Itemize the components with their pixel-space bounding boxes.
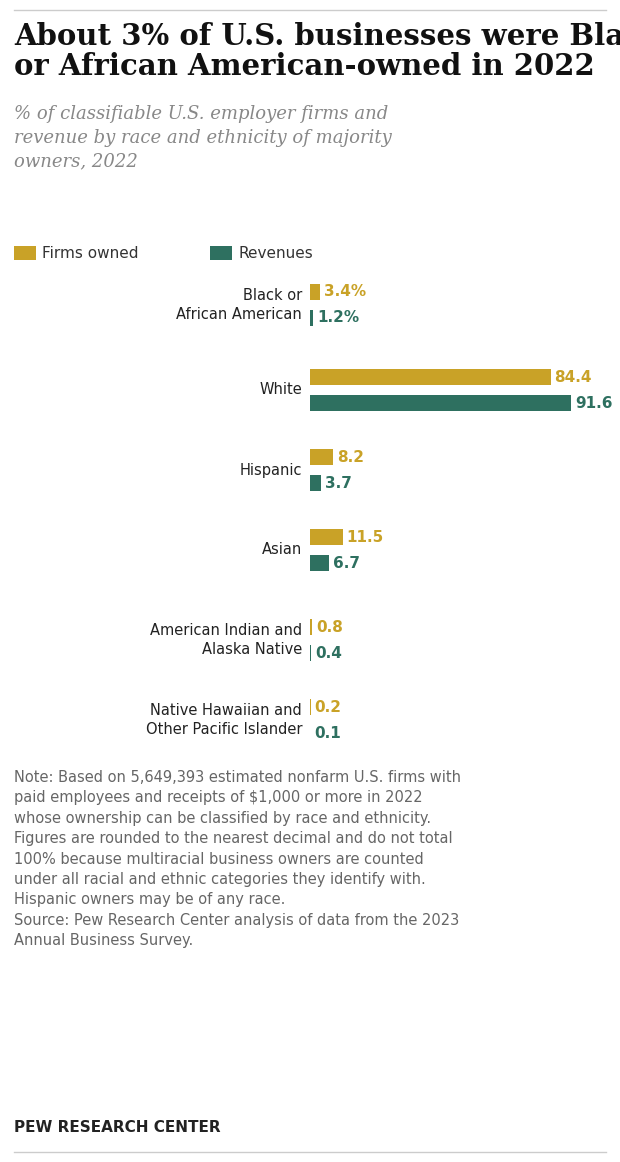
Text: Note: Based on 5,649,393 estimated nonfarm U.S. firms with
paid employees and re: Note: Based on 5,649,393 estimated nonfa… — [14, 770, 461, 948]
Text: 3.4%: 3.4% — [324, 285, 366, 300]
Text: or African American-owned in 2022: or African American-owned in 2022 — [14, 52, 595, 81]
Text: 1.2%: 1.2% — [317, 310, 360, 325]
Bar — [310, 475, 321, 492]
Text: PEW RESEARCH CENTER: PEW RESEARCH CENTER — [14, 1120, 221, 1135]
Text: Revenues: Revenues — [238, 245, 312, 260]
Text: 84.4: 84.4 — [554, 370, 592, 385]
Text: Native Hawaiian and
Other Pacific Islander: Native Hawaiian and Other Pacific Island… — [146, 703, 302, 737]
Text: About 3% of U.S. businesses were Black-: About 3% of U.S. businesses were Black- — [14, 22, 620, 51]
Text: % of classifiable U.S. employer firms and
revenue by race and ethnicity of major: % of classifiable U.S. employer firms an… — [14, 105, 392, 170]
Text: 3.7: 3.7 — [324, 475, 352, 490]
Text: Asian: Asian — [262, 543, 302, 558]
Bar — [310, 645, 311, 661]
Bar — [310, 370, 551, 385]
Text: 11.5: 11.5 — [347, 530, 384, 545]
Bar — [310, 395, 571, 411]
Text: 8.2: 8.2 — [337, 450, 365, 465]
Bar — [310, 555, 329, 571]
Text: 91.6: 91.6 — [575, 395, 613, 410]
Bar — [310, 449, 334, 465]
Text: 6.7: 6.7 — [333, 555, 360, 571]
Bar — [310, 284, 320, 300]
Text: 0.2: 0.2 — [314, 700, 342, 715]
Text: White: White — [259, 382, 302, 397]
Text: Black or
African American: Black or African American — [176, 288, 302, 322]
Text: 0.1: 0.1 — [314, 725, 341, 740]
Bar — [310, 529, 343, 545]
Text: Firms owned: Firms owned — [42, 245, 138, 260]
Text: American Indian and
Alaska Native: American Indian and Alaska Native — [150, 623, 302, 657]
Bar — [310, 619, 312, 634]
Text: Hispanic: Hispanic — [239, 462, 302, 478]
Bar — [210, 246, 232, 260]
Bar — [310, 310, 314, 327]
Text: 0.8: 0.8 — [316, 619, 343, 634]
Text: 0.4: 0.4 — [315, 646, 342, 660]
Bar — [14, 246, 36, 260]
